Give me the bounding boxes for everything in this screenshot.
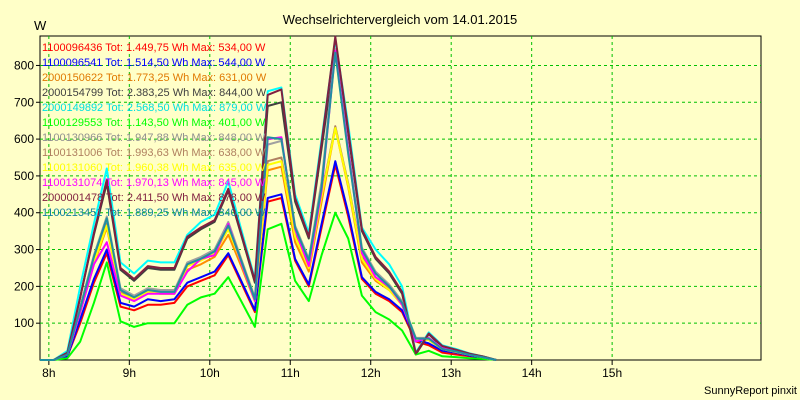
x-tick-label: 10h bbox=[200, 366, 220, 380]
legend-entry-8: 1100131060 Tot: 1.960,38 Wh Max: 635,00 … bbox=[42, 162, 266, 174]
legend-entry-3: 2000154799 Tot: 2.383,25 Wh Max: 844,00 … bbox=[42, 87, 267, 99]
x-tick-labels: 8h 9h 10h 11h 12h 13h 14h 15h bbox=[42, 366, 622, 380]
footer-credit: SunnyReport pinxit bbox=[704, 385, 797, 397]
y-axis-label: W bbox=[34, 18, 47, 33]
y-tick-label: 300 bbox=[14, 243, 34, 257]
series-line-10 bbox=[40, 35, 497, 361]
chart-title: Wechselrichtervergleich vom 14.01.2015 bbox=[283, 12, 518, 27]
y-tick-label: 500 bbox=[14, 169, 34, 183]
legend-entry-11: 1100213451 Tot: 1.889,25 Wh Max: 840,00 … bbox=[42, 207, 266, 219]
legend-entry-4: 2000149892 Tot: 2.568,50 Wh Max: 879,00 … bbox=[42, 102, 267, 114]
x-tick-label: 13h bbox=[441, 366, 461, 380]
legend-entry-5: 1100129553 Tot: 1.143,50 Wh Max: 401,00 … bbox=[42, 117, 266, 129]
x-tick-label: 15h bbox=[602, 366, 622, 380]
y-tick-label: 800 bbox=[14, 58, 34, 72]
y-tick-label: 200 bbox=[14, 279, 34, 293]
series-lines bbox=[40, 35, 497, 361]
x-tick-label: 11h bbox=[281, 366, 300, 380]
y-tick-label: 100 bbox=[14, 316, 34, 330]
x-tick-label: 8h bbox=[42, 366, 55, 380]
x-tick-label: 12h bbox=[361, 366, 381, 380]
x-tick-label: 14h bbox=[522, 366, 542, 380]
legend-entry-0: 1100096436 Tot: 1.449,75 Wh Max: 534,00 … bbox=[42, 42, 266, 54]
plot-area bbox=[39, 35, 762, 361]
y-tick-label: 700 bbox=[14, 95, 34, 109]
legend-entry-9: 1100131074 Tot: 1.970,13 Wh Max: 845,00 … bbox=[42, 177, 266, 189]
series-line-5 bbox=[40, 211, 497, 361]
y-tick-label: 400 bbox=[14, 206, 34, 220]
series-line-11 bbox=[40, 51, 497, 361]
y-tick-labels: 100 200 300 400 500 600 700 800 bbox=[14, 58, 34, 330]
legend: 1100096436 Tot: 1.449,75 Wh Max: 534,00 … bbox=[42, 42, 267, 219]
legend-entry-10: 2000001478 Tot: 2.411,50 Wh Max: 878,00 … bbox=[42, 192, 266, 204]
x-tick-label: 9h bbox=[123, 366, 136, 380]
legend-entry-2: 2000150622 Tot: 1.773,25 Wh Max: 631,00 … bbox=[42, 72, 267, 84]
legend-entry-1: 1100096541 Tot: 1.514,50 Wh Max: 544,00 … bbox=[42, 57, 266, 69]
y-tick-label: 600 bbox=[14, 132, 34, 146]
legend-entry-6: 1100130966 Tot: 1.947,88 Wh Max: 848,00 … bbox=[42, 132, 266, 144]
legend-entry-7: 1100131006 Tot: 1.993,63 Wh Max: 638,00 … bbox=[42, 147, 266, 159]
